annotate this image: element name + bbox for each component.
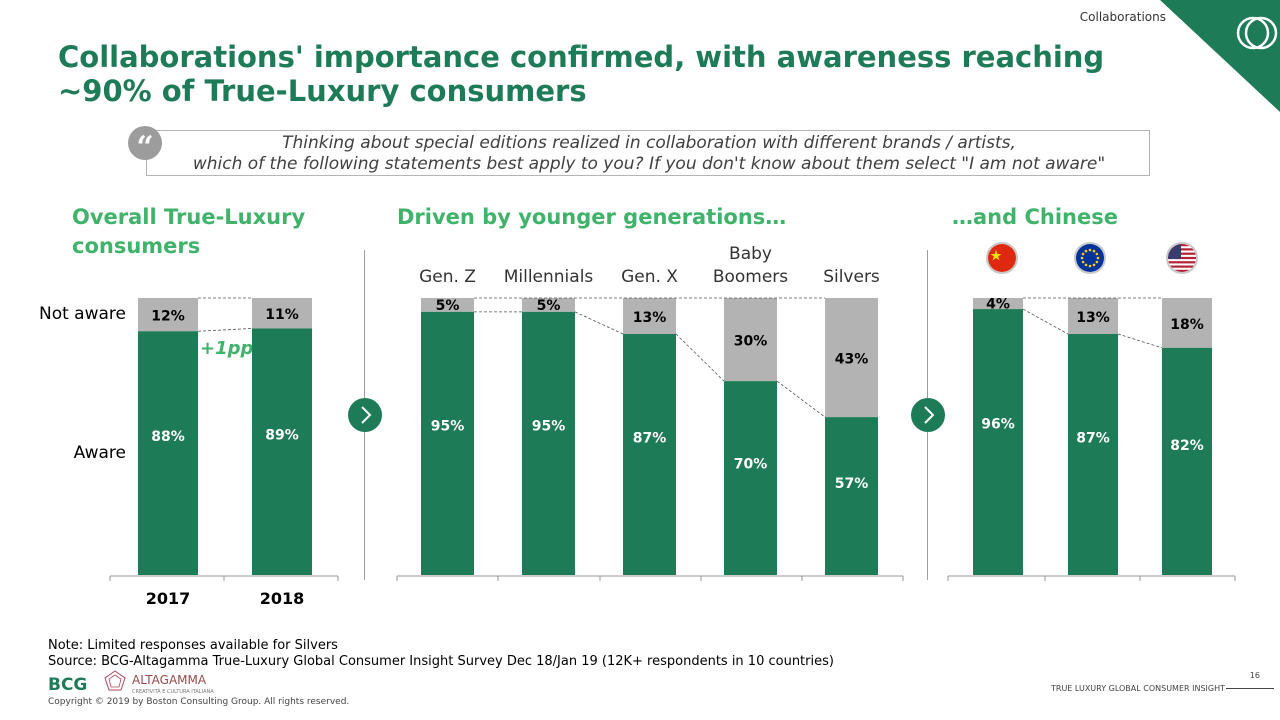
question-line-1: Thinking about special editions realized… (282, 133, 1016, 153)
not-aware-bar (973, 298, 1023, 310)
corner-brand-triangle (1160, 0, 1280, 112)
trend-dashed-line (776, 380, 826, 418)
not-aware-data-label: 12% (151, 309, 185, 325)
aware-bar (623, 334, 676, 575)
aware-data-label: 82% (1170, 438, 1204, 454)
page-title: Collaborations' importance confirmed, wi… (58, 40, 1105, 108)
altagamma-subtitle: CREATIVITÀ E CULTURA ITALIANA (132, 689, 214, 695)
aware-bar (522, 311, 575, 575)
bcg-rings-icon (1236, 16, 1278, 50)
report-name: TRUE LUXURY GLOBAL CONSUMER INSIGHT (1051, 684, 1225, 693)
aware-bar (973, 309, 1023, 575)
not-aware-bar (623, 298, 676, 335)
aware-data-label: 89% (265, 427, 299, 443)
not-aware-bar (522, 298, 575, 312)
x-tick-label: Gen. Z (419, 267, 476, 287)
x-tick-label: Millennials (504, 267, 594, 287)
not-aware-bar (1162, 298, 1212, 348)
eu-flag-icon (1074, 242, 1106, 274)
altagamma-logo: ALTAGAMMA (132, 673, 207, 687)
not-aware-data-label: 43% (835, 352, 869, 368)
altagamma-emblem-icon (104, 670, 126, 692)
trend-dashed-line (1022, 308, 1069, 335)
usa-flag-icon (1166, 242, 1198, 274)
question-text: Thinking about special editions realized… (147, 133, 1151, 175)
quote-icon: “ (128, 126, 162, 165)
x-tick-label: Silvers (823, 267, 880, 287)
footer-notes: Note: Limited responses available for Si… (48, 638, 834, 670)
page-number: 16 (1249, 671, 1260, 680)
footer-rule (1226, 688, 1274, 689)
overall-heading-line-1: Overall True-Luxury (72, 205, 306, 229)
x-tick-label: Gen. X (621, 267, 678, 287)
trend-dashed-line (1117, 333, 1163, 349)
overall-heading-line-2: consumers (72, 234, 201, 258)
aware-data-label: 95% (532, 418, 566, 434)
not-aware-data-label: 30% (734, 334, 768, 350)
aware-data-label: 95% (431, 418, 465, 434)
aware-bar (825, 417, 878, 575)
not-aware-bar (138, 298, 198, 332)
aware-bar (1068, 334, 1118, 575)
not-aware-bar (1068, 298, 1118, 335)
not-aware-data-label: 13% (633, 310, 667, 326)
aware-data-label: 96% (981, 417, 1015, 433)
not-aware-bar (825, 298, 878, 418)
aware-data-label: 57% (835, 476, 869, 492)
aware-data-label: 87% (633, 430, 667, 446)
aware-bar (1162, 347, 1212, 575)
x-tick-label: Boomers (713, 267, 788, 287)
aware-data-label: 70% (734, 456, 768, 472)
question-box: Thinking about special editions realized… (146, 130, 1150, 176)
not-aware-bar (724, 298, 777, 382)
not-aware-bar (252, 298, 312, 329)
not-aware-data-label: 5% (537, 298, 561, 314)
x-tick-label: Baby (729, 244, 772, 264)
x-tick-label: 2017 (146, 589, 191, 608)
section-tag: Collaborations (1079, 10, 1166, 24)
copyright: Copyright © 2019 by Boston Consulting Gr… (48, 697, 350, 707)
chinese-heading: …and Chinese (952, 205, 1118, 229)
aware-data-label: 88% (151, 429, 185, 445)
aware-row-label: Aware (73, 443, 126, 463)
bcg-logo: BCG (48, 675, 88, 695)
trend-dashed-line (675, 333, 725, 382)
corner-triangle (1160, 0, 1280, 112)
aware-bar (138, 331, 198, 575)
generations-heading: Driven by younger generations… (397, 205, 787, 229)
not-aware-data-label: 4% (986, 297, 1010, 313)
aware-data-label: 87% (1076, 430, 1110, 446)
not-aware-row-label: Not aware (38, 304, 126, 324)
trend-dashed-line (197, 328, 253, 332)
not-aware-data-label: 5% (436, 298, 460, 314)
aware-bar (724, 381, 777, 575)
aware-bar (421, 311, 474, 575)
chevron-right-icon (911, 398, 945, 432)
chevron-right-icon (348, 398, 382, 432)
x-tick-label: 2018 (260, 589, 305, 608)
delta-label: +1pp (200, 338, 254, 359)
footnote: Note: Limited responses available for Si… (48, 638, 338, 653)
overall-heading: Overall True-Luxury consumers (72, 203, 305, 261)
trend-dashed-line (574, 311, 624, 335)
not-aware-data-label: 13% (1076, 310, 1110, 326)
not-aware-bar (421, 298, 474, 312)
not-aware-data-label: 18% (1170, 317, 1204, 333)
china-flag-icon (986, 242, 1018, 274)
not-aware-data-label: 11% (265, 307, 299, 323)
source-line: Source: BCG-Altagamma True-Luxury Global… (48, 654, 834, 669)
question-line-2: which of the following statements best a… (192, 154, 1106, 174)
aware-bar (252, 328, 312, 575)
